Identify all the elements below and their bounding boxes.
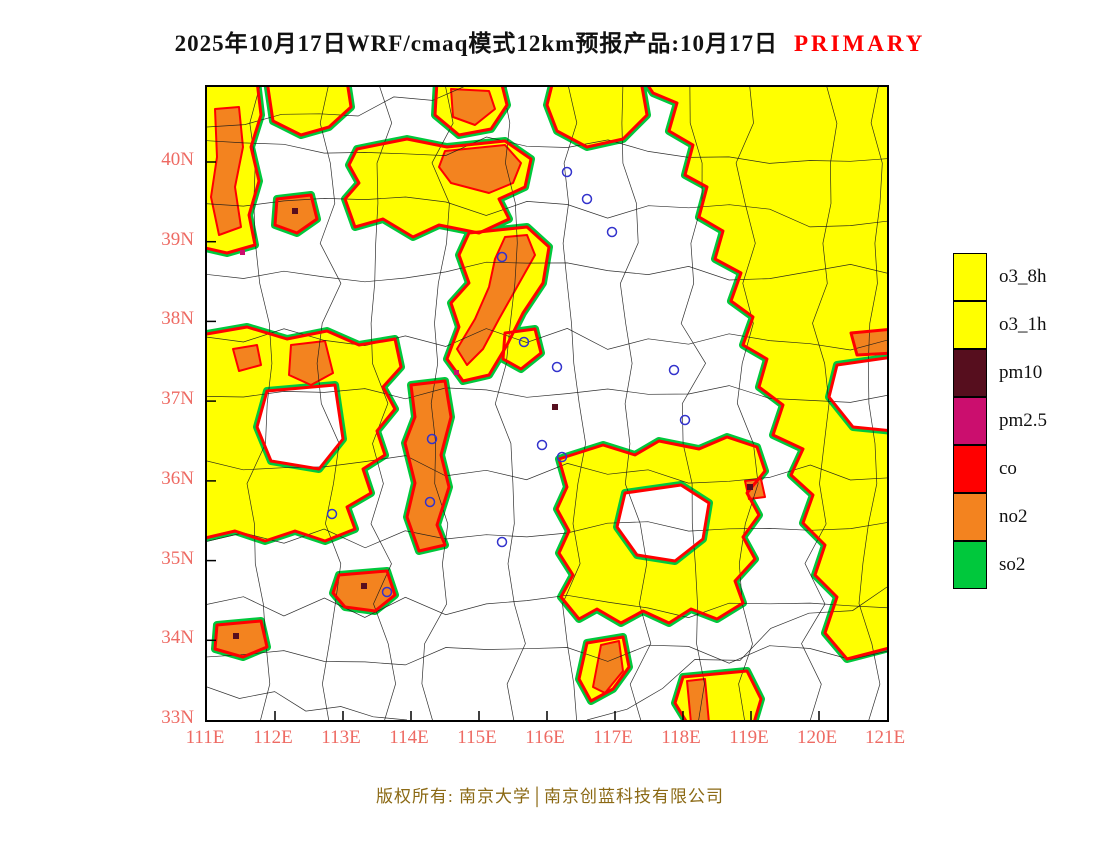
city-marker [581,193,593,205]
lat-tick-label: 40N [161,149,194,170]
lon-tick-label: 112E [253,727,293,748]
legend: o3_8h o3_1h pm10 pm2.5 co no2 so2 [953,253,1047,589]
legend-label: co [999,458,1017,479]
legend-item: no2 [953,492,1047,541]
legend-swatch [953,253,987,301]
legend-swatch [953,444,987,493]
map-axis-ticks [207,161,820,720]
legend-swatch [953,348,987,397]
city-marker [496,536,508,548]
legend-item: so2 [953,540,1047,589]
lat-tick-label: 36N [161,468,194,489]
lon-tick-label: 118E [661,727,701,748]
copyright-text: 版权所有: 南京大学│南京创蓝科技有限公司 [375,787,725,806]
city-marker [679,414,691,426]
city-marker [518,336,530,348]
lat-tick-label: 34N [161,627,194,648]
map-city-markers [326,166,691,598]
legend-swatch [953,540,987,589]
title-text: 2025年10月17日WRF/cmaq模式12km预报产品:10月17日 [174,31,778,56]
city-marker [424,496,436,508]
page-title: 2025年10月17日WRF/cmaq模式12km预报产品:10月17日 PRIM… [0,24,1100,58]
lon-tick-label: 111E [185,727,225,748]
legend-label: o3_8h [999,266,1047,287]
legend-item: pm2.5 [953,396,1048,445]
map-layers [207,87,887,720]
lon-tick-label: 117E [593,727,633,748]
legend-label: pm10 [999,362,1043,383]
city-marker [536,439,548,451]
lon-tick-label: 114E [389,727,429,748]
lon-tick-label: 121E [864,727,906,748]
city-marker [561,166,573,178]
title-primary-label: PRIMARY [793,31,926,56]
legend-swatch [953,300,987,349]
lat-tick-label: 33N [161,707,194,728]
lon-tick-label: 115E [457,727,497,748]
lon-tick-label: 120E [796,727,838,748]
legend-swatch [953,492,987,541]
lon-tick-label: 119E [729,727,769,748]
map-frame [205,85,889,722]
city-marker [381,586,393,598]
city-marker [668,364,680,376]
city-marker [606,226,618,238]
legend-label: no2 [999,506,1028,527]
legend-item: pm10 [953,348,1047,397]
legend-item: o3_1h [953,300,1047,349]
legend-label: pm2.5 [999,410,1048,431]
city-marker [551,361,563,373]
city-marker [496,251,508,263]
forecast-map [207,87,887,720]
map-pm-pixels [233,208,753,639]
lon-tick-label: 116E [525,727,565,748]
legend-label: o3_1h [999,314,1047,335]
lat-tick-label: 35N [161,548,194,569]
legend-label: so2 [999,554,1026,575]
legend-item: o3_8h [953,253,1047,301]
legend-swatch [953,396,987,445]
lat-tick-label: 37N [161,388,194,409]
lon-tick-label: 113E [321,727,361,748]
city-marker [556,451,568,463]
city-marker [426,433,438,445]
city-marker [326,508,338,520]
legend-item: co [953,444,1047,493]
lat-tick-label: 38N [161,308,194,329]
lat-tick-label: 39N [161,229,194,250]
